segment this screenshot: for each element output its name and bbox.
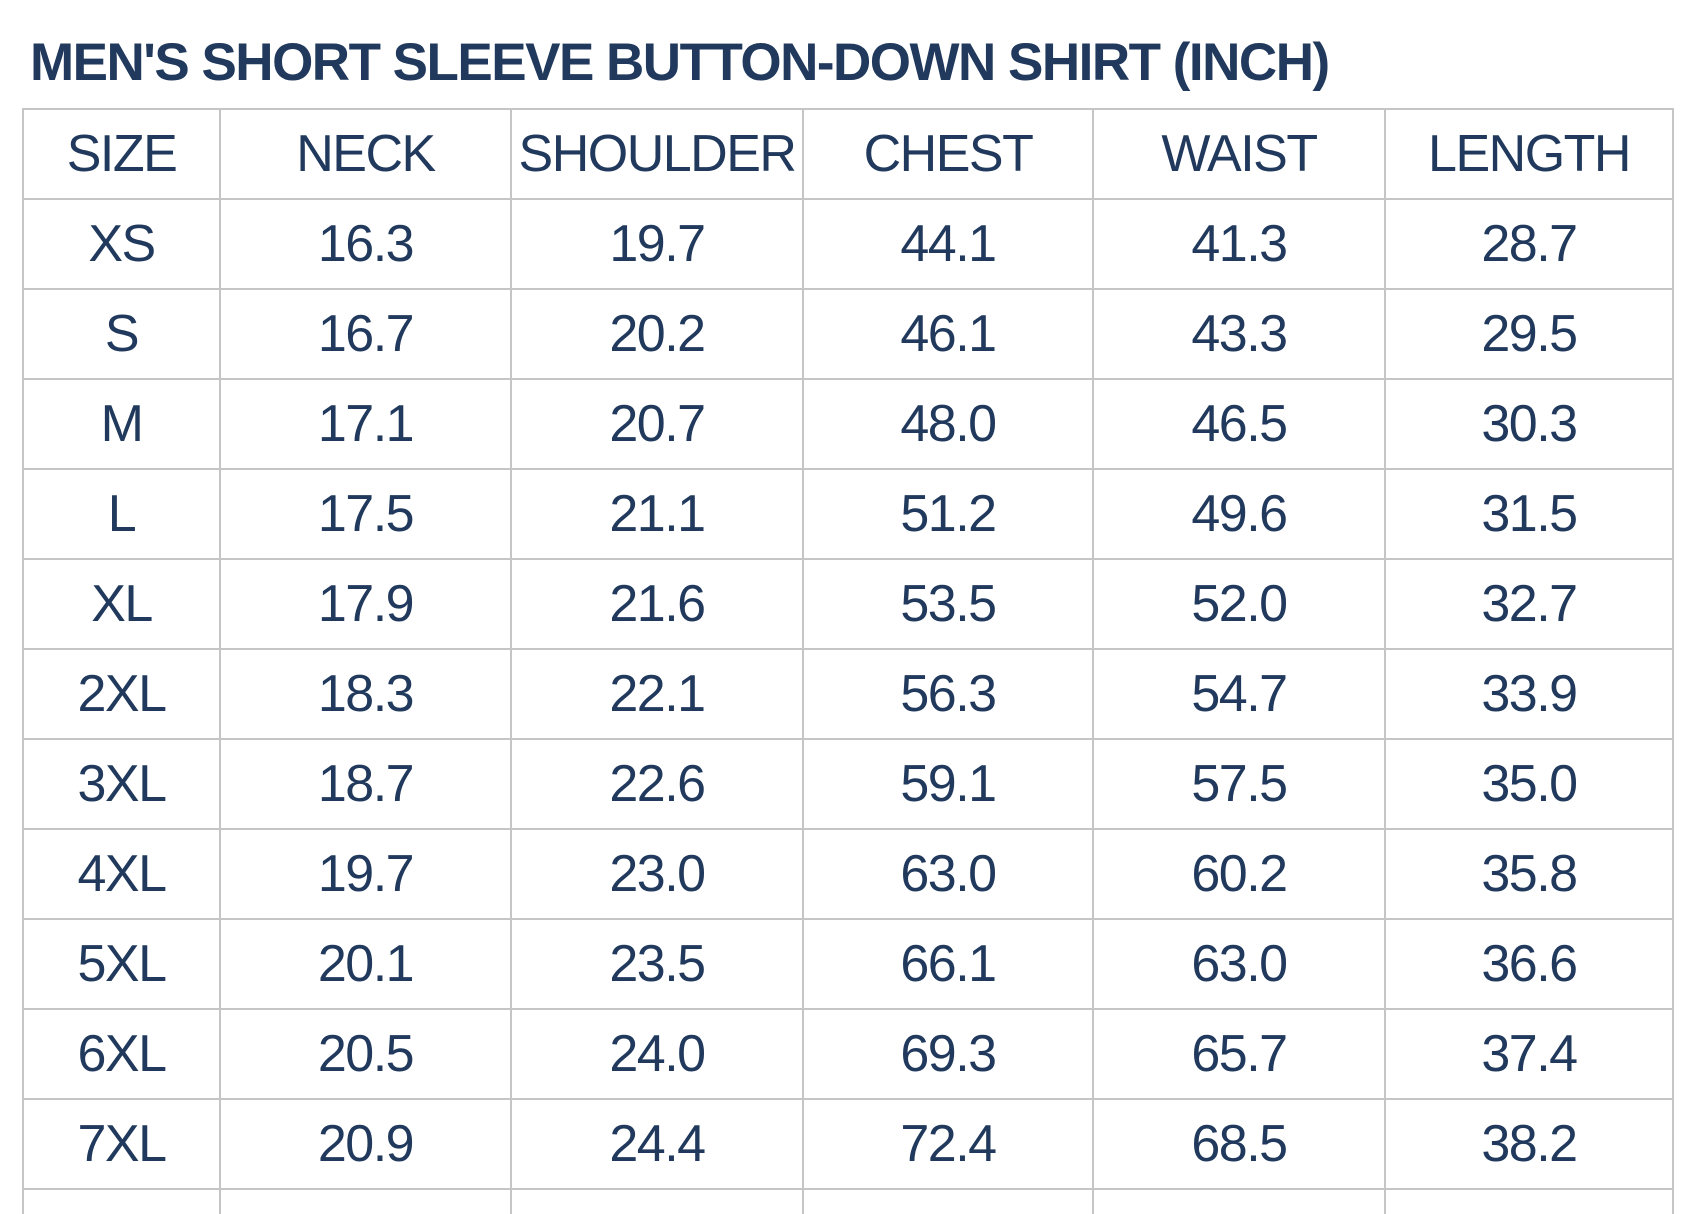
table-body: XS 16.3 19.7 44.1 41.3 28.7 S 16.7 20.2 46.1 43.3 2… bbox=[22, 198, 1674, 1214]
cell-xl-neck: 17.9 bbox=[219, 558, 512, 650]
cell-l-waist: 49.6 bbox=[1092, 468, 1386, 560]
column-header-chest: CHEST bbox=[802, 108, 1094, 200]
partial-row bbox=[22, 1188, 1674, 1214]
cell-5xl-size: 5XL bbox=[22, 918, 221, 1010]
cell-4xl-chest: 63.0 bbox=[802, 828, 1094, 920]
cell-7xl-neck: 20.9 bbox=[219, 1098, 512, 1190]
partial-cell bbox=[1092, 1188, 1386, 1214]
cell-4xl-length: 35.8 bbox=[1384, 828, 1674, 920]
cell-l-length: 31.5 bbox=[1384, 468, 1674, 560]
cell-4xl-waist: 60.2 bbox=[1092, 828, 1386, 920]
cell-7xl-chest: 72.4 bbox=[802, 1098, 1094, 1190]
cell-2xl-chest: 56.3 bbox=[802, 648, 1094, 740]
cell-xl-chest: 53.5 bbox=[802, 558, 1094, 650]
cell-4xl-size: 4XL bbox=[22, 828, 221, 920]
cell-2xl-length: 33.9 bbox=[1384, 648, 1674, 740]
table-row-4xl: 4XL 19.7 23.0 63.0 60.2 35.8 bbox=[22, 828, 1674, 920]
table-row-xs: XS 16.3 19.7 44.1 41.3 28.7 bbox=[22, 198, 1674, 290]
cell-7xl-size: 7XL bbox=[22, 1098, 221, 1190]
cell-xl-length: 32.7 bbox=[1384, 558, 1674, 650]
table-row-m: M 17.1 20.7 48.0 46.5 30.3 bbox=[22, 378, 1674, 470]
cell-m-length: 30.3 bbox=[1384, 378, 1674, 470]
table-row-6xl: 6XL 20.5 24.0 69.3 65.7 37.4 bbox=[22, 1008, 1674, 1100]
column-header-size: SIZE bbox=[22, 108, 221, 200]
column-header-neck: NECK bbox=[219, 108, 512, 200]
cell-2xl-size: 2XL bbox=[22, 648, 221, 740]
cell-m-size: M bbox=[22, 378, 221, 470]
partial-cell bbox=[219, 1188, 512, 1214]
table-row-7xl: 7XL 20.9 24.4 72.4 68.5 38.2 bbox=[22, 1098, 1674, 1190]
cell-3xl-size: 3XL bbox=[22, 738, 221, 830]
cell-5xl-length: 36.6 bbox=[1384, 918, 1674, 1010]
cell-3xl-waist: 57.5 bbox=[1092, 738, 1386, 830]
cell-6xl-length: 37.4 bbox=[1384, 1008, 1674, 1100]
cell-5xl-shoulder: 23.5 bbox=[510, 918, 804, 1010]
size-chart-table: SIZE NECK SHOULDER CHEST WAIST LENGTH XS 16.3 1… bbox=[22, 108, 1674, 1214]
cell-s-waist: 43.3 bbox=[1092, 288, 1386, 380]
column-header-length: LENGTH bbox=[1384, 108, 1674, 200]
cell-4xl-shoulder: 23.0 bbox=[510, 828, 804, 920]
cell-6xl-neck: 20.5 bbox=[219, 1008, 512, 1100]
cell-xl-waist: 52.0 bbox=[1092, 558, 1386, 650]
column-header-waist: WAIST bbox=[1092, 108, 1386, 200]
cell-xs-shoulder: 19.7 bbox=[510, 198, 804, 290]
cell-5xl-chest: 66.1 bbox=[802, 918, 1094, 1010]
cell-5xl-neck: 20.1 bbox=[219, 918, 512, 1010]
cell-7xl-length: 38.2 bbox=[1384, 1098, 1674, 1190]
cell-2xl-shoulder: 22.1 bbox=[510, 648, 804, 740]
cell-3xl-shoulder: 22.6 bbox=[510, 738, 804, 830]
cell-6xl-chest: 69.3 bbox=[802, 1008, 1094, 1100]
cell-l-chest: 51.2 bbox=[802, 468, 1094, 560]
cell-m-neck: 17.1 bbox=[219, 378, 512, 470]
partial-cell bbox=[1384, 1188, 1674, 1214]
table-row-5xl: 5XL 20.1 23.5 66.1 63.0 36.6 bbox=[22, 918, 1674, 1010]
table-row-xl: XL 17.9 21.6 53.5 52.0 32.7 bbox=[22, 558, 1674, 650]
cell-xs-chest: 44.1 bbox=[802, 198, 1094, 290]
table-row-2xl: 2XL 18.3 22.1 56.3 54.7 33.9 bbox=[22, 648, 1674, 740]
cell-l-neck: 17.5 bbox=[219, 468, 512, 560]
cell-s-shoulder: 20.2 bbox=[510, 288, 804, 380]
table-row-l: L 17.5 21.1 51.2 49.6 31.5 bbox=[22, 468, 1674, 560]
cell-s-chest: 46.1 bbox=[802, 288, 1094, 380]
partial-cell bbox=[22, 1188, 221, 1214]
partial-cell bbox=[802, 1188, 1094, 1214]
cell-6xl-size: 6XL bbox=[22, 1008, 221, 1100]
cell-3xl-length: 35.0 bbox=[1384, 738, 1674, 830]
cell-s-size: S bbox=[22, 288, 221, 380]
cell-2xl-neck: 18.3 bbox=[219, 648, 512, 740]
cell-2xl-waist: 54.7 bbox=[1092, 648, 1386, 740]
header-row: SIZE NECK SHOULDER CHEST WAIST LENGTH bbox=[22, 108, 1674, 200]
cell-m-waist: 46.5 bbox=[1092, 378, 1386, 470]
cell-s-neck: 16.7 bbox=[219, 288, 512, 380]
cell-xs-neck: 16.3 bbox=[219, 198, 512, 290]
column-header-shoulder: SHOULDER bbox=[510, 108, 804, 200]
cell-6xl-waist: 65.7 bbox=[1092, 1008, 1386, 1100]
cell-5xl-waist: 63.0 bbox=[1092, 918, 1386, 1010]
partial-cell bbox=[510, 1188, 804, 1214]
table-row-s: S 16.7 20.2 46.1 43.3 29.5 bbox=[22, 288, 1674, 380]
cell-6xl-shoulder: 24.0 bbox=[510, 1008, 804, 1100]
table-row-3xl: 3XL 18.7 22.6 59.1 57.5 35.0 bbox=[22, 738, 1674, 830]
cell-m-chest: 48.0 bbox=[802, 378, 1094, 470]
page-title: MEN'S SHORT SLEEVE BUTTON-DOWN SHIRT (IN… bbox=[30, 33, 1330, 92]
cell-xl-shoulder: 21.6 bbox=[510, 558, 804, 650]
cell-3xl-chest: 59.1 bbox=[802, 738, 1094, 830]
cell-s-length: 29.5 bbox=[1384, 288, 1674, 380]
cell-xs-size: XS bbox=[22, 198, 221, 290]
cell-xl-size: XL bbox=[22, 558, 221, 650]
cell-7xl-waist: 68.5 bbox=[1092, 1098, 1386, 1190]
cell-4xl-neck: 19.7 bbox=[219, 828, 512, 920]
cell-m-shoulder: 20.7 bbox=[510, 378, 804, 470]
cell-l-size: L bbox=[22, 468, 221, 560]
cell-3xl-neck: 18.7 bbox=[219, 738, 512, 830]
cell-7xl-shoulder: 24.4 bbox=[510, 1098, 804, 1190]
cell-xs-length: 28.7 bbox=[1384, 198, 1674, 290]
cell-xs-waist: 41.3 bbox=[1092, 198, 1386, 290]
cell-l-shoulder: 21.1 bbox=[510, 468, 804, 560]
